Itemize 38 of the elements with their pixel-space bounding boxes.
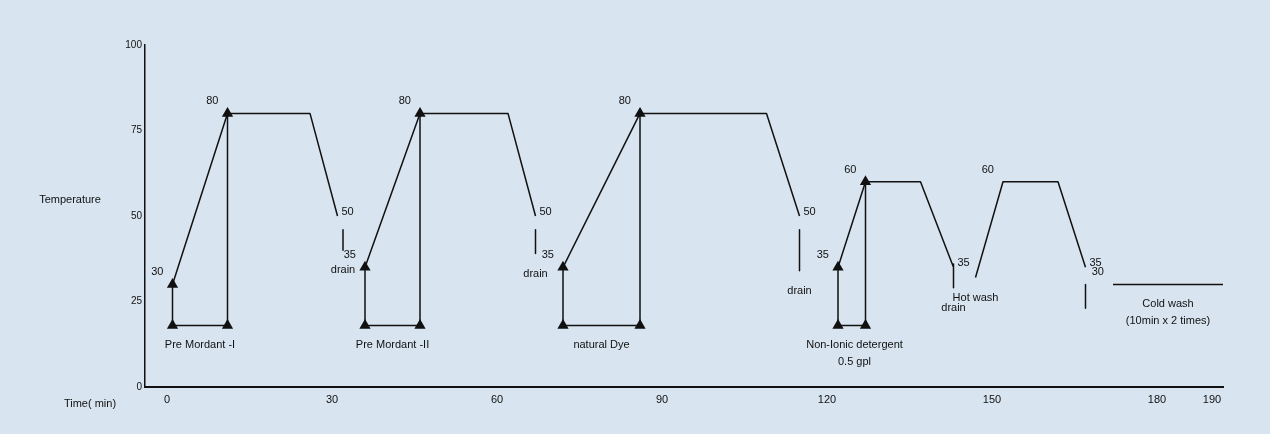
x-axis-title: Time( min) bbox=[63, 397, 117, 410]
annotation: Hot wash bbox=[952, 290, 999, 303]
annotation: 35 bbox=[816, 248, 829, 261]
annotation: 30 bbox=[151, 265, 164, 278]
annotation: 60 bbox=[844, 162, 857, 175]
annotation: 80 bbox=[398, 94, 411, 107]
annotation: drain bbox=[787, 283, 812, 296]
annotation: Pre Mordant -II bbox=[355, 338, 430, 351]
annotation: 80 bbox=[206, 94, 219, 107]
annotation: Cold wash (10min x 2 times) bbox=[1125, 297, 1211, 327]
annotation: 80 bbox=[618, 94, 631, 107]
x-tick-label: 90 bbox=[655, 392, 669, 405]
annotation: 50 bbox=[341, 205, 354, 218]
annotation: Non-Ionic detergent 0.5 gpl bbox=[806, 338, 903, 368]
annotation: drain bbox=[330, 263, 356, 276]
annotation: 35 bbox=[343, 248, 356, 261]
annotation: drain bbox=[523, 266, 548, 279]
annotation: 60 bbox=[981, 162, 994, 175]
y-tick-label: 25 bbox=[130, 295, 143, 307]
y-tick-label: 0 bbox=[136, 380, 143, 392]
annotation: Pre Mordant -I bbox=[164, 338, 236, 351]
annotation: 35 bbox=[541, 248, 554, 261]
x-tick-label: 30 bbox=[325, 392, 339, 405]
y-axis-title: Temperature bbox=[39, 193, 101, 206]
annotation: 50 bbox=[803, 205, 816, 218]
x-tick-label: 190 bbox=[1202, 392, 1222, 405]
y-tick-label: 50 bbox=[130, 209, 143, 221]
y-tick-label: 100 bbox=[125, 38, 143, 50]
y-tick-label: 75 bbox=[130, 124, 143, 136]
annotation: 50 bbox=[539, 205, 552, 218]
x-tick-label: 60 bbox=[490, 392, 504, 405]
annotation: 35 bbox=[957, 256, 970, 269]
x-tick-label: 120 bbox=[817, 392, 837, 405]
annotation: natural Dye bbox=[573, 338, 630, 351]
x-tick-label: 150 bbox=[982, 392, 1002, 405]
annotation: drain bbox=[941, 300, 966, 313]
x-tick-label: 0 bbox=[163, 392, 171, 405]
x-tick-label: 180 bbox=[1147, 392, 1167, 405]
